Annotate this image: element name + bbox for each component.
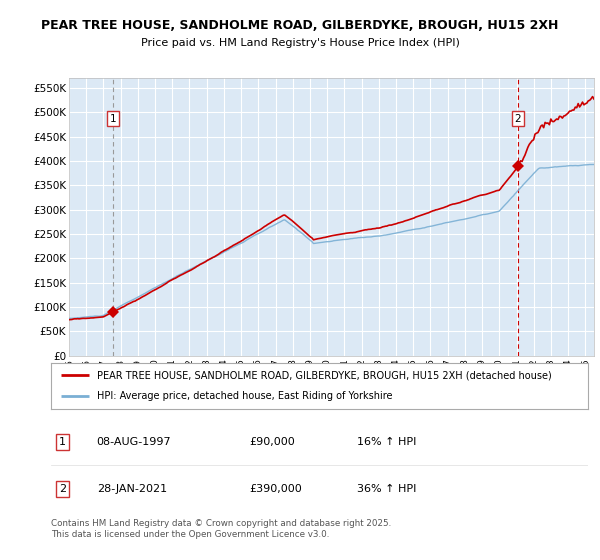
Text: PEAR TREE HOUSE, SANDHOLME ROAD, GILBERDYKE, BROUGH, HU15 2XH (detached house): PEAR TREE HOUSE, SANDHOLME ROAD, GILBERD…	[97, 370, 551, 380]
Text: £90,000: £90,000	[250, 437, 295, 447]
Text: 1: 1	[110, 114, 117, 124]
Text: PEAR TREE HOUSE, SANDHOLME ROAD, GILBERDYKE, BROUGH, HU15 2XH: PEAR TREE HOUSE, SANDHOLME ROAD, GILBERD…	[41, 18, 559, 32]
Text: Price paid vs. HM Land Registry's House Price Index (HPI): Price paid vs. HM Land Registry's House …	[140, 38, 460, 48]
Text: 08-AUG-1997: 08-AUG-1997	[97, 437, 171, 447]
Text: HPI: Average price, detached house, East Riding of Yorkshire: HPI: Average price, detached house, East…	[97, 391, 392, 402]
Text: 1: 1	[59, 437, 67, 447]
Text: £390,000: £390,000	[250, 484, 302, 494]
Text: 28-JAN-2021: 28-JAN-2021	[97, 484, 167, 494]
Text: 2: 2	[59, 484, 67, 494]
Text: Contains HM Land Registry data © Crown copyright and database right 2025.
This d: Contains HM Land Registry data © Crown c…	[51, 520, 391, 539]
Text: 16% ↑ HPI: 16% ↑ HPI	[357, 437, 416, 447]
Text: 36% ↑ HPI: 36% ↑ HPI	[357, 484, 416, 494]
Text: 2: 2	[515, 114, 521, 124]
